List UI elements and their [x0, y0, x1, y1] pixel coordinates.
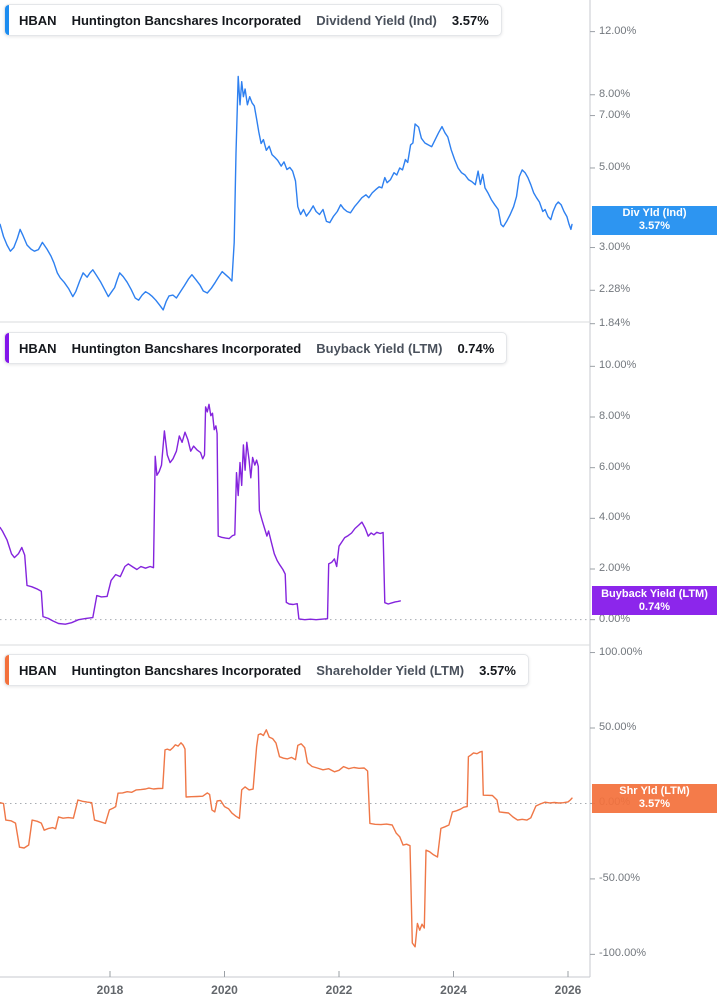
y-axis-tick-label: 12.00%: [599, 24, 637, 37]
badge-metric-label: Div Yld (Ind): [622, 207, 687, 220]
x-axis-tick-label: 2024: [440, 983, 467, 997]
y-axis-tick-label: 5.00%: [599, 160, 631, 173]
x-axis-tick-label: 2022: [325, 983, 353, 997]
last-value-badge-dividend-yield[interactable]: Div Yld (Ind) 3.57%: [592, 205, 717, 235]
company-name: Huntington Bancshares Incorporated: [71, 662, 302, 678]
y-axis-tick-label: 100.00%: [599, 645, 643, 658]
x-axis-tick-label: 2026: [554, 983, 582, 997]
y-axis-tick-label: 6.00%: [599, 460, 631, 473]
badge-metric-label: Shr Yld (LTM): [619, 785, 690, 798]
last-value-badge-shareholder-yield[interactable]: Shr Yld (LTM) 3.57%: [592, 783, 717, 813]
accent-bar-shareholder-yield: [5, 655, 9, 685]
company-name: Huntington Bancshares Incorporated: [71, 12, 302, 28]
metric-value: 0.74%: [457, 340, 495, 356]
badge-value-label: 0.74%: [638, 600, 671, 613]
metric-name: Dividend Yield (Ind): [316, 12, 437, 28]
panel-header-shareholder-yield[interactable]: HBAN Huntington Bancshares Incorporated …: [4, 654, 529, 686]
panel-header-buyback-yield[interactable]: HBAN Huntington Bancshares Incorporated …: [4, 332, 508, 364]
x-axis-tick-label: 2018: [96, 983, 124, 997]
ticker-label: HBAN: [19, 340, 57, 356]
y-axis-tick-label: 1.84%: [599, 316, 631, 329]
y-axis-tick-label: -50.00%: [599, 871, 640, 884]
y-axis-tick-label: 8.00%: [599, 87, 631, 100]
y-axis-tick-label: -100.00%: [599, 947, 647, 960]
y-axis-tick-label: 3.00%: [599, 240, 631, 253]
metric-name: Buyback Yield (LTM): [316, 340, 443, 356]
ticker-label: HBAN: [19, 12, 57, 28]
y-axis-tick-label: 50.00%: [599, 721, 637, 733]
accent-bar-buyback-yield: [5, 333, 9, 363]
badge-value-label: 3.57%: [638, 220, 671, 233]
y-axis-tick-label: 2.28%: [599, 283, 631, 296]
accent-bar-dividend-yield: [5, 5, 9, 35]
y-axis-tick-label: 10.00%: [599, 359, 637, 372]
y-axis-tick-label: 8.00%: [599, 410, 631, 422]
x-axis-tick-label: 2020: [211, 983, 238, 997]
last-value-badge-buyback-yield[interactable]: Buyback Yield (LTM) 0.74%: [592, 586, 717, 616]
panel-header-dividend-yield[interactable]: HBAN Huntington Bancshares Incorporated …: [4, 4, 502, 36]
y-axis-tick-label: 0.00%: [599, 612, 631, 625]
metric-name: Shareholder Yield (LTM): [316, 662, 465, 678]
metric-value: 3.57%: [451, 12, 489, 28]
company-name: Huntington Bancshares Incorporated: [71, 340, 302, 356]
metric-value: 3.57%: [479, 662, 516, 678]
y-axis-tick-label: 7.00%: [599, 108, 631, 121]
badge-metric-label: Buyback Yield (LTM): [601, 587, 708, 600]
y-axis-tick-label: 2.00%: [599, 562, 631, 574]
y-axis-tick-label: 4.00%: [599, 511, 631, 524]
ticker-label: HBAN: [19, 662, 57, 678]
badge-value-label: 3.57%: [638, 798, 671, 811]
